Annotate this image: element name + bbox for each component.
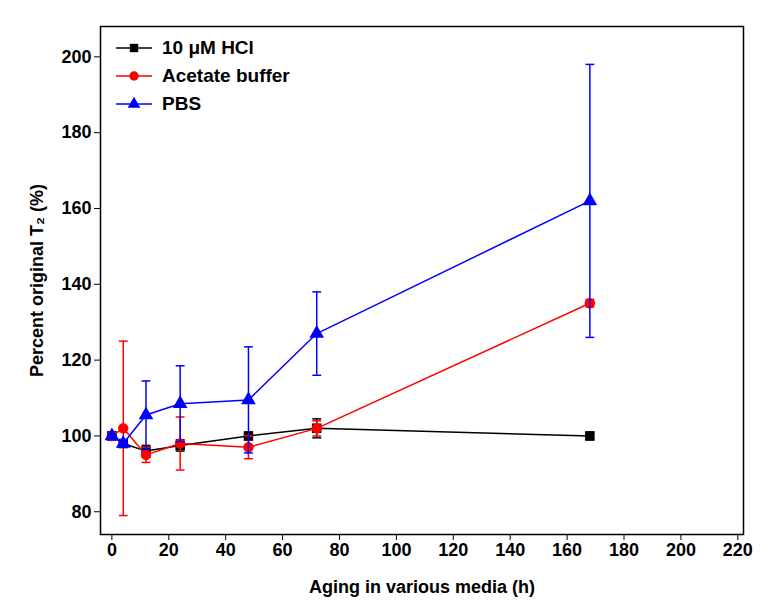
svg-text:140: 140 bbox=[495, 540, 525, 560]
svg-text:0: 0 bbox=[107, 540, 117, 560]
svg-text:180: 180 bbox=[609, 540, 639, 560]
svg-text:Percent original T₂ (%): Percent original T₂ (%) bbox=[27, 184, 47, 377]
svg-text:Aging in various media (h): Aging in various media (h) bbox=[309, 577, 535, 597]
svg-text:140: 140 bbox=[61, 274, 91, 294]
svg-text:120: 120 bbox=[438, 540, 468, 560]
svg-text:60: 60 bbox=[273, 540, 293, 560]
svg-text:180: 180 bbox=[61, 122, 91, 142]
svg-text:100: 100 bbox=[381, 540, 411, 560]
svg-text:40: 40 bbox=[216, 540, 236, 560]
svg-text:120: 120 bbox=[61, 350, 91, 370]
svg-text:80: 80 bbox=[71, 502, 91, 522]
svg-text:220: 220 bbox=[723, 540, 753, 560]
html-text:PBS: PBS bbox=[162, 93, 202, 114]
svg-text:20: 20 bbox=[159, 540, 179, 560]
svg-text:160: 160 bbox=[61, 198, 91, 218]
html-text:Acetate buffer: Acetate buffer bbox=[162, 65, 290, 86]
svg-text:100: 100 bbox=[61, 426, 91, 446]
svg-text:160: 160 bbox=[552, 540, 582, 560]
svg-text:200: 200 bbox=[666, 540, 696, 560]
svg-text:200: 200 bbox=[61, 47, 91, 67]
svg-text:80: 80 bbox=[329, 540, 349, 560]
html-text:10 μM HCl: 10 μM HCl bbox=[162, 37, 254, 58]
